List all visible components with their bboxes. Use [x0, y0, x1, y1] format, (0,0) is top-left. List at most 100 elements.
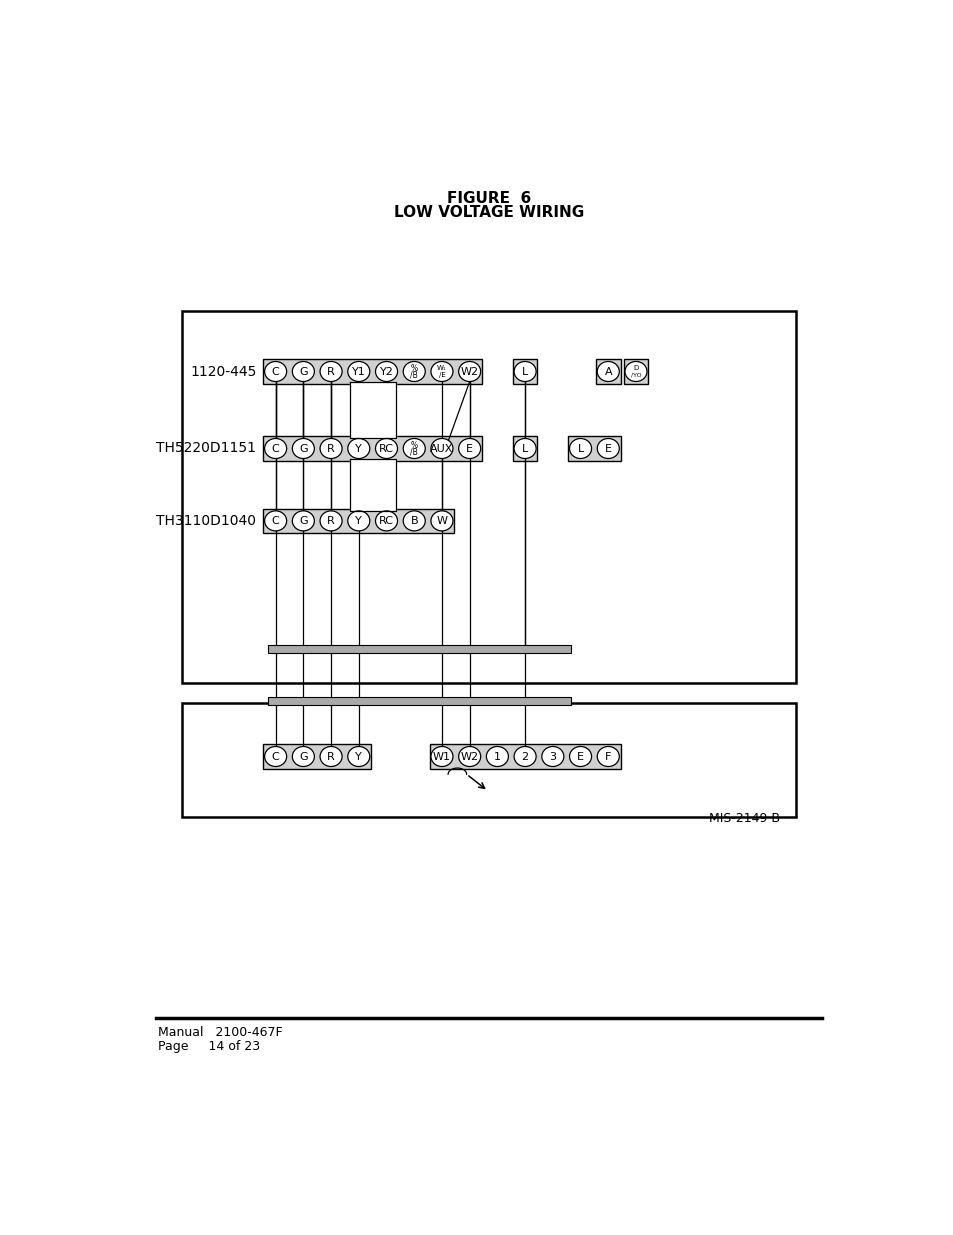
Text: B: B: [410, 516, 417, 526]
Text: G: G: [298, 752, 308, 762]
Text: W2: W2: [460, 752, 478, 762]
FancyBboxPatch shape: [263, 509, 454, 534]
Ellipse shape: [431, 362, 453, 382]
Ellipse shape: [375, 438, 397, 458]
Text: Y: Y: [355, 752, 362, 762]
Text: L: L: [521, 367, 528, 377]
Text: R: R: [327, 367, 335, 377]
Text: W₁: W₁: [436, 366, 446, 372]
Text: %: %: [410, 441, 417, 450]
Ellipse shape: [624, 362, 646, 382]
FancyBboxPatch shape: [513, 436, 537, 461]
FancyBboxPatch shape: [268, 698, 571, 705]
Text: Y2: Y2: [379, 367, 393, 377]
Text: 1120-445: 1120-445: [190, 364, 256, 378]
Text: R: R: [327, 443, 335, 453]
Text: 2: 2: [521, 752, 528, 762]
Text: %: %: [410, 364, 417, 373]
Text: E: E: [466, 443, 473, 453]
Text: L: L: [521, 443, 528, 453]
Ellipse shape: [292, 746, 314, 767]
Text: F: F: [604, 752, 611, 762]
FancyBboxPatch shape: [429, 745, 620, 769]
Text: Page     14 of 23: Page 14 of 23: [157, 1040, 259, 1053]
Text: Y: Y: [355, 516, 362, 526]
Polygon shape: [349, 458, 395, 511]
Ellipse shape: [264, 438, 286, 458]
Ellipse shape: [348, 438, 370, 458]
FancyBboxPatch shape: [263, 745, 371, 769]
Text: TH5220D1151: TH5220D1151: [156, 441, 256, 456]
Text: C: C: [272, 516, 279, 526]
Ellipse shape: [569, 746, 591, 767]
Text: A: A: [604, 367, 612, 377]
Text: G: G: [298, 443, 308, 453]
Ellipse shape: [541, 746, 563, 767]
Text: W1: W1: [433, 752, 451, 762]
Text: L: L: [577, 443, 583, 453]
FancyBboxPatch shape: [596, 359, 620, 384]
Text: C: C: [272, 443, 279, 453]
Ellipse shape: [264, 746, 286, 767]
Text: Manual   2100-467F: Manual 2100-467F: [157, 1025, 282, 1039]
Ellipse shape: [348, 746, 370, 767]
Text: G: G: [298, 516, 308, 526]
Ellipse shape: [375, 511, 397, 531]
FancyBboxPatch shape: [268, 645, 571, 652]
Ellipse shape: [597, 362, 618, 382]
Ellipse shape: [319, 511, 342, 531]
Ellipse shape: [597, 438, 618, 458]
Ellipse shape: [569, 438, 591, 458]
Ellipse shape: [319, 746, 342, 767]
Text: 3: 3: [549, 752, 556, 762]
Text: /B: /B: [410, 370, 417, 379]
Ellipse shape: [292, 511, 314, 531]
Ellipse shape: [403, 511, 425, 531]
Text: RC: RC: [378, 516, 394, 526]
Text: R: R: [327, 752, 335, 762]
Text: W: W: [436, 516, 447, 526]
Ellipse shape: [319, 438, 342, 458]
Ellipse shape: [375, 362, 397, 382]
Text: D: D: [633, 366, 638, 372]
Text: /E: /E: [438, 372, 445, 378]
Text: /YO: /YO: [630, 372, 640, 377]
Ellipse shape: [486, 746, 508, 767]
Text: Y: Y: [355, 443, 362, 453]
Ellipse shape: [597, 746, 618, 767]
FancyBboxPatch shape: [263, 359, 481, 384]
Ellipse shape: [348, 511, 370, 531]
Text: 1: 1: [494, 752, 500, 762]
Text: MIS-2149 B: MIS-2149 B: [708, 811, 780, 825]
Text: R: R: [327, 516, 335, 526]
Text: Y1: Y1: [352, 367, 365, 377]
FancyBboxPatch shape: [263, 436, 481, 461]
Text: C: C: [272, 367, 279, 377]
Text: RC: RC: [378, 443, 394, 453]
Text: TH3110D1040: TH3110D1040: [156, 514, 256, 527]
Ellipse shape: [431, 511, 453, 531]
Text: G: G: [298, 367, 308, 377]
Ellipse shape: [458, 746, 480, 767]
Ellipse shape: [403, 362, 425, 382]
Ellipse shape: [458, 362, 480, 382]
Ellipse shape: [403, 438, 425, 458]
Ellipse shape: [264, 511, 286, 531]
Ellipse shape: [292, 438, 314, 458]
Ellipse shape: [264, 362, 286, 382]
FancyBboxPatch shape: [568, 436, 620, 461]
Text: LOW VOLTAGE WIRING: LOW VOLTAGE WIRING: [394, 205, 583, 220]
Ellipse shape: [292, 362, 314, 382]
Ellipse shape: [514, 746, 536, 767]
FancyBboxPatch shape: [623, 359, 648, 384]
FancyBboxPatch shape: [513, 359, 537, 384]
Ellipse shape: [514, 438, 536, 458]
Polygon shape: [349, 382, 395, 438]
Ellipse shape: [458, 438, 480, 458]
Ellipse shape: [348, 362, 370, 382]
Text: FIGURE  6: FIGURE 6: [446, 190, 531, 206]
Text: E: E: [604, 443, 611, 453]
Ellipse shape: [431, 746, 453, 767]
Text: /B: /B: [410, 447, 417, 456]
Text: W2: W2: [460, 367, 478, 377]
